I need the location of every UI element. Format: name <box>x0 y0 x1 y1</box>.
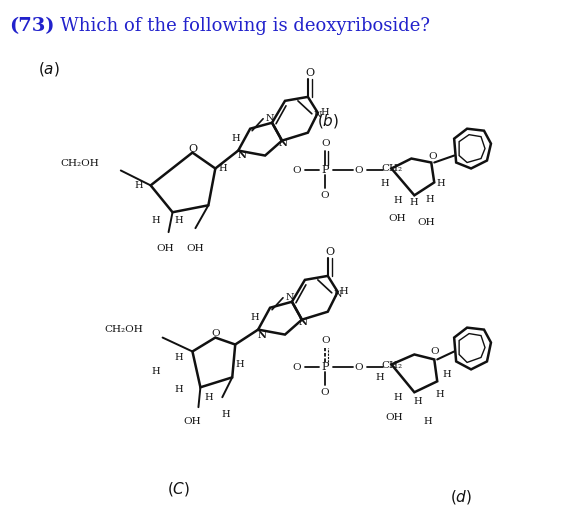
Text: OH: OH <box>157 244 175 252</box>
Text: H: H <box>174 353 183 362</box>
Text: H: H <box>231 134 240 143</box>
Text: N: N <box>314 111 322 120</box>
Text: O: O <box>325 247 334 257</box>
Text: O: O <box>211 329 220 338</box>
Text: O: O <box>354 363 363 372</box>
Text: H: H <box>437 179 446 188</box>
Text: O: O <box>321 139 330 148</box>
Text: OH: OH <box>386 413 403 421</box>
Text: OH: OH <box>389 214 406 223</box>
Text: O: O <box>430 347 438 356</box>
Text: H: H <box>218 164 227 173</box>
Text: H: H <box>340 287 348 296</box>
Text: N: N <box>279 139 288 148</box>
Text: OH: OH <box>418 218 435 227</box>
Text: N: N <box>258 331 267 340</box>
Text: H: H <box>425 195 433 204</box>
Text: Which of the following is deoxyriboside?: Which of the following is deoxyriboside? <box>43 17 430 35</box>
Text: O: O <box>428 152 437 161</box>
Text: OH: OH <box>186 244 204 252</box>
Text: $\it{(a)}$: $\it{(a)}$ <box>38 60 60 78</box>
Text: $\it{(C)}$: $\it{(C)}$ <box>167 480 190 498</box>
Text: N: N <box>298 318 307 327</box>
Text: CH₂OH: CH₂OH <box>60 159 99 168</box>
Text: O: O <box>354 166 363 175</box>
Text: O: O <box>293 166 301 175</box>
Text: H: H <box>236 360 245 369</box>
Text: O: O <box>321 336 330 345</box>
Text: P: P <box>321 166 328 175</box>
Text: CH₂OH: CH₂OH <box>104 325 143 334</box>
Text: H: H <box>393 196 402 205</box>
Text: H: H <box>423 417 432 426</box>
Text: N: N <box>266 114 275 123</box>
Text: H: H <box>375 373 384 382</box>
Text: H: H <box>251 313 259 322</box>
Text: H: H <box>174 385 183 394</box>
Text: H: H <box>443 370 451 379</box>
Text: H: H <box>435 390 444 399</box>
Text: O: O <box>305 68 315 78</box>
Text: H: H <box>380 179 389 188</box>
Text: N: N <box>333 290 342 299</box>
Text: O: O <box>320 191 329 200</box>
Text: H: H <box>134 181 143 190</box>
Text: O: O <box>293 363 301 372</box>
Text: O: O <box>188 143 197 154</box>
Text: H: H <box>413 397 421 406</box>
Text: $\it{(d)}$: $\it{(d)}$ <box>450 488 472 506</box>
Text: H: H <box>151 367 160 376</box>
Text: H: H <box>409 198 418 207</box>
Text: P: P <box>321 362 328 373</box>
Text: H: H <box>393 393 402 402</box>
Text: H: H <box>151 216 160 225</box>
Text: CH₂: CH₂ <box>381 164 402 173</box>
Text: H: H <box>204 393 212 402</box>
Text: N: N <box>238 151 247 160</box>
Text: H: H <box>221 410 229 418</box>
Text: OH: OH <box>184 417 201 426</box>
Text: (73): (73) <box>10 17 55 35</box>
Text: CH₂: CH₂ <box>381 361 402 370</box>
Text: N: N <box>286 293 294 302</box>
Text: H: H <box>320 108 329 117</box>
Text: H: H <box>174 216 183 225</box>
Text: $\it{(b)}$: $\it{(b)}$ <box>316 112 339 130</box>
Text: O: O <box>320 388 329 397</box>
